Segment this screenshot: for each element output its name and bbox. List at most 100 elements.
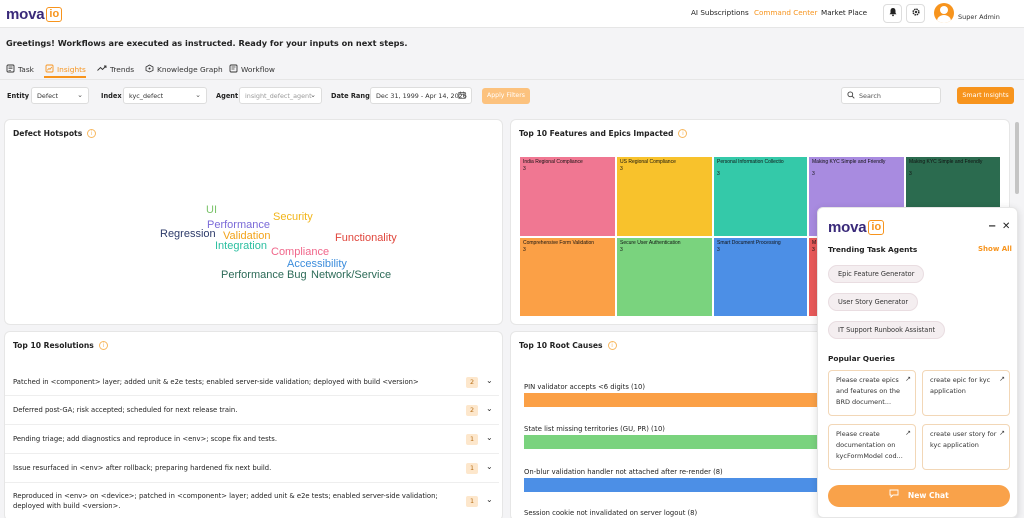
user-avatar[interactable]: [934, 3, 954, 23]
agent-label: Agent: [216, 92, 239, 100]
tab-trends[interactable]: Trends: [97, 64, 134, 75]
tab-task[interactable]: Task: [6, 64, 34, 75]
root-cause-label: State list missing territories (GU, PR) …: [524, 425, 665, 433]
root-cause-bar[interactable]: [524, 478, 903, 492]
assistant-chat-panel: mova io − ✕ Trending Task Agents Show Al…: [817, 207, 1018, 518]
hotspot-word: Security: [273, 211, 313, 223]
query-card[interactable]: create user story for kyc application ↗: [922, 424, 1010, 470]
treemap-tile-label: Secure User Authentication: [620, 240, 681, 246]
resolution-text: Patched in <component> layer; added unit…: [13, 378, 419, 386]
agent-chip[interactable]: User Story Generator: [828, 293, 919, 311]
resolution-text: Issue resurfaced in <env> after rollback…: [13, 464, 272, 472]
hotspot-word: Accessibility: [287, 258, 347, 270]
apply-filters-button[interactable]: Apply Filters: [482, 88, 530, 104]
show-all-link[interactable]: Show All: [978, 245, 1012, 253]
app-logo[interactable]: mova io: [6, 5, 63, 23]
info-icon[interactable]: i: [87, 129, 97, 138]
nav-command-center[interactable]: Command Center: [754, 8, 818, 17]
treemap-tile[interactable]: Smart Document Processing 3: [713, 237, 808, 317]
task-icon: [6, 64, 15, 75]
workflow-icon: [229, 64, 238, 75]
treemap-tile[interactable]: Personal Information Collectio 3: [713, 156, 808, 237]
chevron-down-icon[interactable]: ⌄: [486, 462, 493, 471]
treemap-tile[interactable]: India Regional Compliance 3: [519, 156, 616, 237]
index-select[interactable]: kyc_defect ⌄: [123, 87, 207, 104]
treemap-tile[interactable]: US Regional Compliance 3: [616, 156, 713, 237]
trends-icon: [97, 64, 107, 75]
search-input[interactable]: Search: [841, 87, 941, 104]
root-causes-heading: Top 10 Root Causes: [519, 341, 603, 350]
resolution-text: Pending triage; add diagnostics and repr…: [13, 435, 277, 443]
treemap-tile-label: Making KYC Simple and Friendly: [812, 159, 886, 165]
hotspot-word: Network/Service: [311, 269, 392, 281]
treemap-tile[interactable]: Comprehensive Form Validation 3: [519, 237, 616, 317]
user-name[interactable]: Super Admin: [958, 13, 1000, 21]
agent-chip[interactable]: Epic Feature Generator: [828, 265, 925, 283]
resolution-row[interactable]: Issue resurfaced in <env> after rollback…: [5, 454, 499, 483]
resolution-row[interactable]: Reproduced in <env> on <device>; patched…: [5, 483, 499, 518]
index-value: kyc_defect: [129, 92, 164, 100]
query-card[interactable]: Please create documentation on kycFormMo…: [828, 424, 916, 470]
resolution-row[interactable]: Deferred post-GA; risk accepted; schedul…: [5, 396, 499, 425]
minimize-icon[interactable]: −: [988, 221, 997, 232]
info-icon[interactable]: i: [98, 341, 108, 350]
popular-queries-heading: Popular Queries: [828, 354, 895, 363]
entity-label: Entity: [7, 92, 30, 100]
tab-task-label: Task: [18, 65, 34, 74]
defect-hotspots-title: Defect Hotspots i: [13, 129, 97, 138]
features-impacted-card: Top 10 Features and Epics Impacted i Ind…: [510, 119, 1010, 325]
greeting-message: Greetings! Workflows are executed as ins…: [6, 38, 408, 48]
resolutions-card: Top 10 Resolutions i Patched in <compone…: [4, 331, 503, 518]
chevron-down-icon[interactable]: ⌄: [486, 433, 493, 442]
resolution-row[interactable]: Patched in <component> layer; added unit…: [5, 368, 499, 396]
root-cause-label: On-blur validation handler not attached …: [524, 468, 723, 476]
chevron-down-icon[interactable]: ⌄: [486, 404, 493, 413]
tab-workflow[interactable]: Workflow: [229, 64, 275, 75]
arrow-up-right-icon: ↗: [999, 429, 1005, 437]
top-bar: mova io AI Subscriptions Command Center …: [0, 0, 1024, 28]
close-icon[interactable]: ✕: [1002, 221, 1011, 232]
nav-market-place[interactable]: Market Place: [821, 8, 868, 17]
info-icon[interactable]: i: [678, 129, 688, 138]
new-chat-label: New Chat: [907, 491, 949, 500]
info-icon[interactable]: i: [607, 341, 617, 350]
notifications-button[interactable]: [883, 4, 902, 23]
root-cause-label: Session cookie not invalidated on server…: [524, 509, 698, 517]
query-card[interactable]: create epic for kyc application ↗: [922, 370, 1010, 416]
tab-trends-label: Trends: [110, 65, 135, 74]
treemap-tile-value: 3: [620, 247, 623, 253]
smart-insights-button[interactable]: Smart Insights: [957, 87, 1014, 104]
knowledge-graph-icon: [145, 64, 154, 75]
bell-icon: [888, 7, 898, 20]
query-card[interactable]: Please create epics and features on the …: [828, 370, 916, 416]
defect-hotspots-heading: Defect Hotspots: [13, 129, 83, 138]
chevron-down-icon[interactable]: ⌄: [486, 495, 493, 504]
root-cause-label: PIN validator accepts <6 digits (10): [524, 383, 645, 391]
entity-select[interactable]: Defect ⌄: [31, 87, 89, 104]
resolution-count-badge: 1: [466, 463, 478, 474]
agent-select[interactable]: insight_defect_agent ⌄: [239, 87, 322, 104]
resolution-row[interactable]: Pending triage; add diagnostics and repr…: [5, 425, 499, 454]
date-range-picker[interactable]: Dec 31, 1999 - Apr 14, 2026: [370, 87, 472, 104]
query-text: create epic for kyc application: [930, 376, 991, 395]
treemap-tile-value: 3: [812, 171, 815, 177]
tab-insights-label: Insights: [57, 65, 86, 74]
new-chat-button[interactable]: New Chat: [828, 485, 1010, 507]
resolution-text: Deferred post-GA; risk accepted; schedul…: [13, 406, 238, 414]
chevron-down-icon[interactable]: ⌄: [486, 376, 493, 385]
tab-insights[interactable]: Insights: [45, 64, 86, 75]
search-placeholder: Search: [859, 92, 881, 100]
scrollbar-thumb[interactable]: [1015, 122, 1019, 194]
nav-ai-subscriptions[interactable]: AI Subscriptions: [691, 8, 749, 17]
chat-bubble-icon: [889, 485, 899, 507]
treemap-tile-value: 3: [620, 166, 623, 172]
agent-chip[interactable]: IT Support Runbook Assistant: [828, 321, 946, 339]
hotspot-word: Compliance: [271, 246, 330, 258]
settings-button[interactable]: [906, 4, 925, 23]
tab-knowledge-graph[interactable]: Knowledge Graph: [145, 64, 223, 75]
hotspot-word: Validation: [223, 230, 271, 242]
date-range-value: Dec 31, 1999 - Apr 14, 2026: [376, 92, 467, 100]
hotspot-word: Functionality: [335, 232, 397, 244]
query-text: create user story for kyc application: [930, 430, 997, 449]
treemap-tile[interactable]: Secure User Authentication 3: [616, 237, 713, 317]
